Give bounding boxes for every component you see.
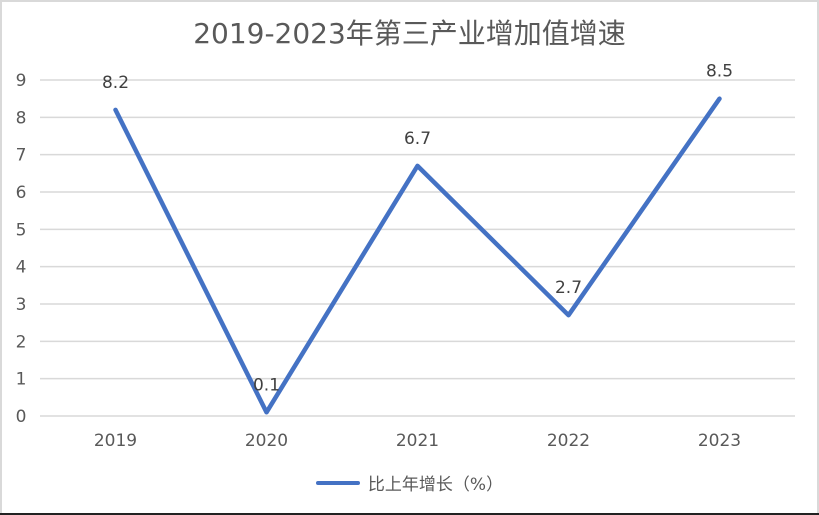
legend: 比上年增长（%） [0, 470, 819, 495]
data-label: 8.2 [102, 73, 129, 93]
y-tick-label: 2 [16, 332, 27, 352]
y-tick-label: 9 [16, 71, 27, 91]
y-tick-label: 5 [16, 220, 27, 240]
data-label: 0.1 [253, 375, 280, 395]
x-tick-label: 2020 [245, 431, 288, 451]
data-label: 6.7 [404, 129, 431, 149]
y-tick-label: 6 [16, 183, 27, 203]
data-label: 8.5 [706, 62, 733, 82]
y-tick-label: 0 [16, 407, 27, 427]
y-tick-label: 4 [16, 258, 27, 278]
y-tick-label: 8 [16, 108, 27, 128]
y-axis-ticks: 0 1 2 3 4 5 6 7 8 9 [16, 71, 27, 427]
x-tick-label: 2019 [94, 431, 137, 451]
data-labels: 8.2 0.1 6.7 2.7 8.5 [102, 62, 733, 396]
x-axis-ticks: 2019 2020 2021 2022 2023 [94, 431, 741, 451]
gridlines [40, 79, 795, 417]
series-line [113, 96, 722, 415]
y-tick-label: 3 [16, 295, 27, 315]
y-tick-label: 7 [16, 146, 27, 166]
data-label: 2.7 [555, 278, 582, 298]
chart-title: 2019-2023年第三产业增加值增速 [193, 17, 626, 50]
x-tick-label: 2021 [396, 431, 439, 451]
x-tick-label: 2023 [698, 431, 741, 451]
x-tick-label: 2022 [547, 431, 590, 451]
y-tick-label: 1 [16, 370, 27, 390]
bottom-edge [0, 513, 819, 515]
legend-line-icon [315, 480, 360, 485]
legend-label: 比上年增长（%） [367, 475, 504, 495]
